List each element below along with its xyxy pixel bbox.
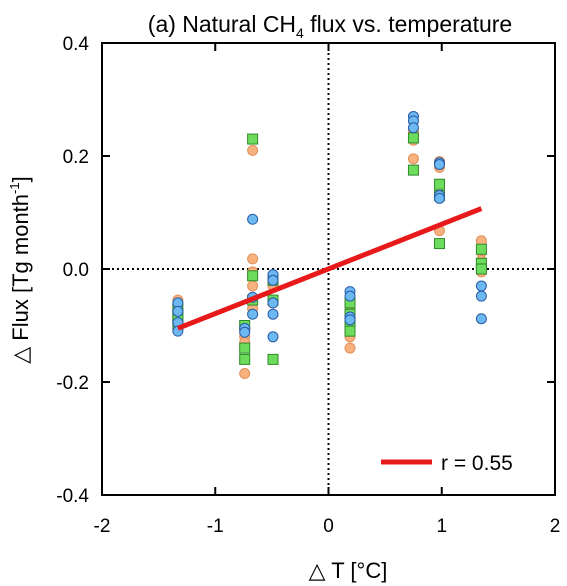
data-point-circle bbox=[344, 314, 356, 326]
data-point-circle bbox=[344, 290, 356, 302]
chart-title-suffix: flux vs. temperature bbox=[304, 11, 512, 37]
data-point-circle bbox=[267, 331, 279, 343]
chart-title-subscript: 4 bbox=[296, 25, 304, 41]
data-point-circle bbox=[247, 213, 259, 225]
data-point-square bbox=[239, 353, 251, 365]
data-point-circle bbox=[247, 144, 259, 156]
data-point-circle bbox=[267, 274, 279, 286]
data-point-circle bbox=[172, 305, 184, 317]
chart-title-prefix: (a) Natural CH bbox=[148, 11, 296, 37]
y-axis-label-end: ] bbox=[8, 176, 33, 182]
data-point-square bbox=[407, 132, 419, 144]
data-point-circle bbox=[475, 290, 487, 302]
y-tick-label: 0.2 bbox=[63, 147, 89, 168]
data-point-square bbox=[407, 164, 419, 176]
data-point-circle bbox=[433, 192, 445, 204]
y-axis-label: △ Flux [Tg month-1] bbox=[7, 176, 33, 363]
data-point-square bbox=[239, 342, 251, 354]
x-axis-label: △ T [°C] bbox=[309, 558, 388, 583]
y-tick-label: 0.0 bbox=[63, 260, 89, 281]
y-tick-label: -0.4 bbox=[56, 486, 89, 507]
data-point-circle bbox=[344, 342, 356, 354]
data-points bbox=[172, 110, 487, 380]
regression-layer bbox=[176, 206, 483, 331]
chart-title: (a) Natural CH4 flux vs. temperature bbox=[148, 11, 512, 41]
data-point-circle bbox=[475, 280, 487, 292]
data-point-circle bbox=[239, 368, 251, 380]
data-point-square bbox=[247, 270, 259, 282]
axis-ticks: -2 -1 0 1 2 -0.4 -0.2 0.0 0.2 0.4 bbox=[56, 34, 560, 537]
data-point-circle bbox=[267, 308, 279, 320]
data-point-circle bbox=[407, 153, 419, 165]
x-tick-label: 1 bbox=[436, 516, 447, 537]
regression-line bbox=[176, 206, 483, 331]
x-tick-label: 2 bbox=[550, 516, 561, 537]
y-tick-label: -0.2 bbox=[56, 373, 89, 394]
y-axis-label-main: △ Flux [Tg month bbox=[8, 194, 33, 364]
data-point-circle bbox=[267, 297, 279, 309]
data-point-square bbox=[433, 178, 445, 190]
x-tick-label: 0 bbox=[323, 516, 334, 537]
x-tick-label: -2 bbox=[94, 516, 111, 537]
data-point-square bbox=[433, 238, 445, 250]
data-point-square bbox=[475, 263, 487, 275]
data-point-circle bbox=[433, 158, 445, 170]
data-point-circle bbox=[407, 122, 419, 134]
data-point-circle bbox=[247, 308, 259, 320]
data-point-circle bbox=[247, 253, 259, 265]
data-point-square bbox=[344, 325, 356, 337]
x-tick-label: -1 bbox=[207, 516, 224, 537]
data-point-circle bbox=[475, 313, 487, 325]
data-point-circle bbox=[247, 280, 259, 292]
data-point-square bbox=[267, 353, 279, 365]
y-axis-label-superscript: -1 bbox=[7, 182, 22, 194]
legend-label: r = 0.55 bbox=[441, 452, 513, 475]
data-point-circle bbox=[239, 326, 251, 338]
y-tick-label: 0.4 bbox=[63, 34, 90, 55]
legend: r = 0.55 bbox=[381, 452, 513, 475]
data-point-square bbox=[475, 243, 487, 255]
data-point-square bbox=[247, 133, 259, 145]
